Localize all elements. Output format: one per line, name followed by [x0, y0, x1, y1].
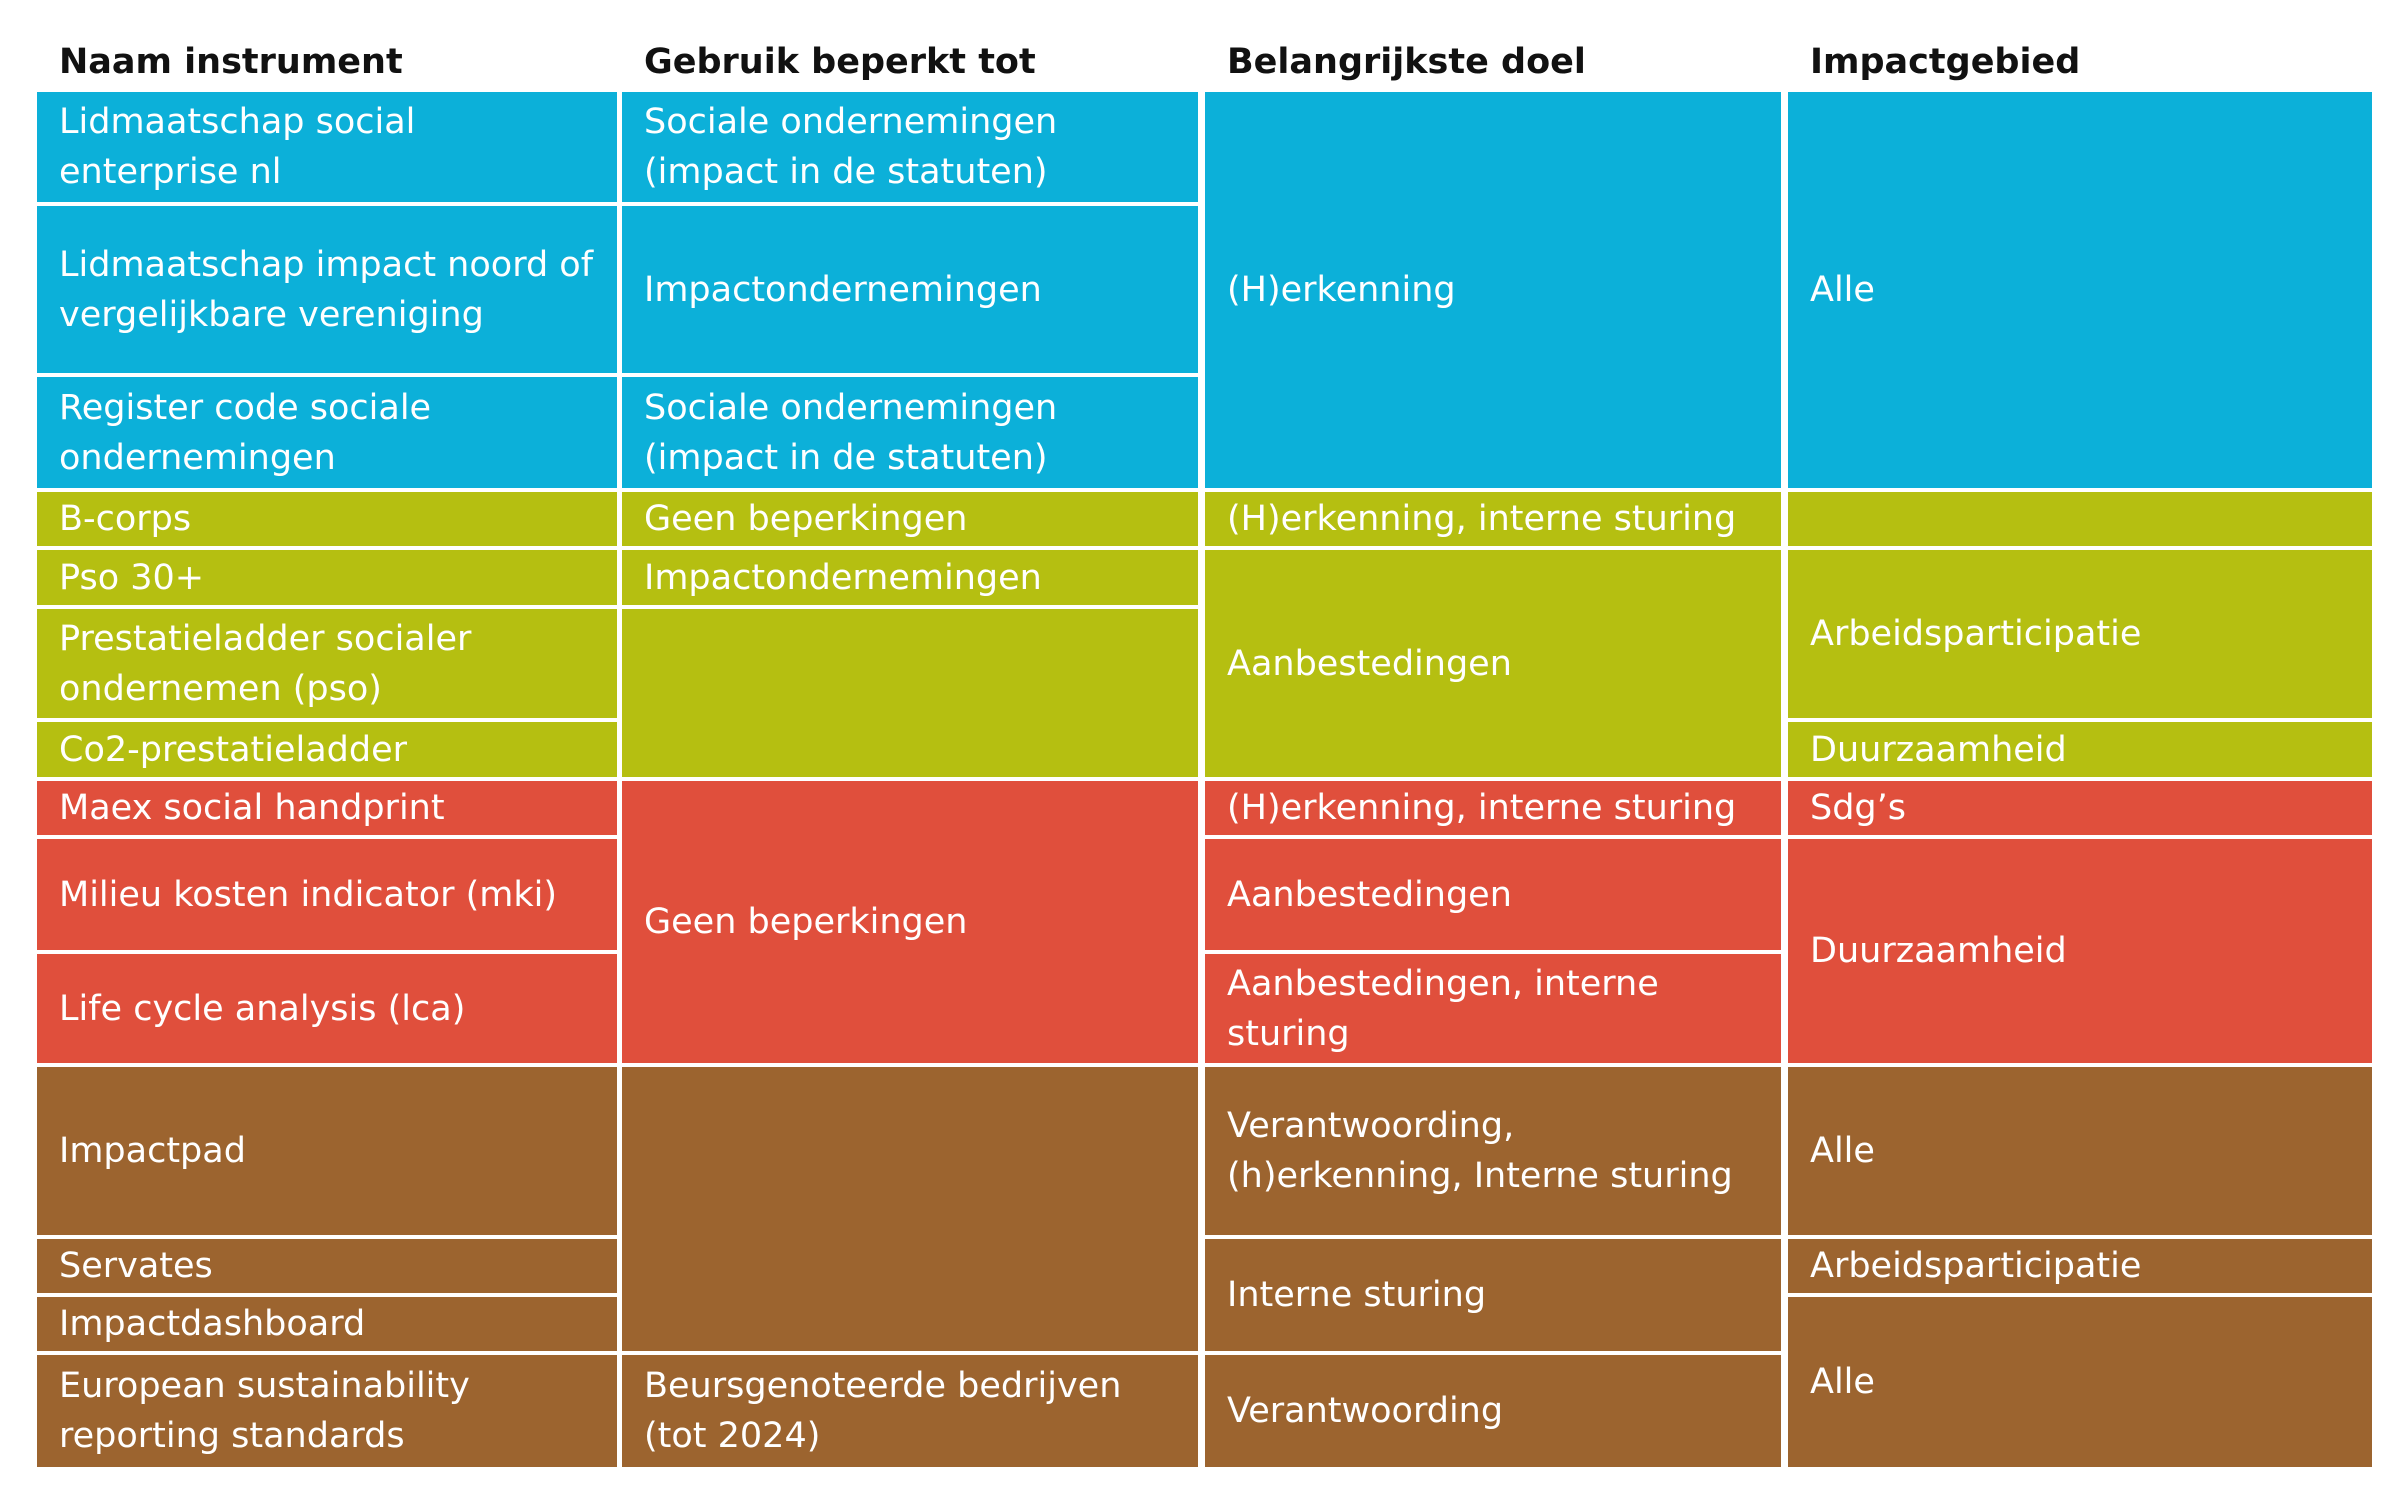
header-naam-instrument: Naam instrument	[59, 42, 403, 82]
cell-text: Life cycle analysis (lca)	[59, 988, 466, 1029]
cell-doel: Verantwoording	[1205, 1355, 1781, 1467]
cell-doel: Interne sturing	[1205, 1239, 1781, 1351]
cell-doel: Aanbestedingen	[1205, 839, 1781, 950]
cell-text: Lidmaatschap impact noord of vergelijkba…	[59, 244, 594, 335]
cell-naam: Impactdashboard	[37, 1297, 617, 1351]
cell-gebruik: Beursgenoteerde bedrijven (tot 2024)	[622, 1355, 1198, 1467]
cell-text: Duurzaamheid	[1810, 931, 2067, 971]
cell-naam: Lidmaatschap impact noord of vergelijkba…	[37, 206, 617, 373]
cell-text: (H)erkenning	[1227, 270, 1456, 310]
cell-gebruik	[622, 1067, 1198, 1351]
header-belangrijkste-doel: Belangrijkste doel	[1227, 42, 1586, 82]
header-gebruik-beperkt-tot: Gebruik beperkt tot	[644, 42, 1036, 82]
cell-text: Milieu kosten indicator (mki)	[59, 874, 558, 915]
cell-doel: (H)erkenning, interne sturing	[1205, 492, 1781, 546]
cell-impact: Alle	[1788, 92, 2372, 488]
cell-naam: Prestatieladder socialer ondernemen (pso…	[37, 609, 617, 718]
cell-gebruik: Sociale ondernemingen (impact in de stat…	[622, 377, 1198, 488]
cell-text: Aanbestedingen	[1227, 643, 1512, 684]
cell-text: Sociale ondernemingen (impact in de stat…	[644, 387, 1058, 478]
cell-text: Co2-prestatieladder	[59, 729, 408, 770]
cell-gebruik: Geen beperkingen	[622, 492, 1198, 546]
cell-gebruik: Sociale ondernemingen (impact in de stat…	[622, 92, 1198, 202]
cell-naam: Impactpad	[37, 1067, 617, 1235]
cell-text: Sdg’s	[1810, 788, 1907, 828]
cell-text: Aanbestedingen, interne sturing	[1227, 963, 1659, 1054]
cell-gebruik	[622, 609, 1198, 777]
cell-text: Geen beperkingen	[644, 902, 968, 942]
cell-text: Arbeidsparticipatie	[1810, 1246, 2142, 1286]
cell-text: (H)erkenning, interne sturing	[1227, 499, 1737, 539]
cell-naam: Pso 30+	[37, 550, 617, 605]
cell-text: B-corps	[59, 499, 192, 539]
cell-text: European sustainability reporting standa…	[59, 1366, 470, 1456]
cell-impact	[1788, 492, 2372, 546]
cell-text: Verantwoording, (h)erkenning, Interne st…	[1227, 1106, 1733, 1196]
cell-text: Arbeidsparticipatie	[1810, 614, 2142, 654]
cell-naam: Maex social handprint	[37, 781, 617, 835]
cell-text: (H)erkenning, interne sturing	[1227, 788, 1737, 828]
cell-impact: Arbeidsparticipatie	[1788, 550, 2372, 718]
cell-naam: Servates	[37, 1239, 617, 1293]
cell-gebruik: Impactondernemingen	[622, 550, 1198, 605]
cell-text: Alle	[1810, 1362, 1875, 1402]
cell-naam: Co2-prestatieladder	[37, 722, 617, 777]
cell-text: Pso 30+	[59, 557, 205, 598]
cell-text: Alle	[1810, 1131, 1875, 1171]
cell-naam: B-corps	[37, 492, 617, 546]
cell-text: Beursgenoteerde bedrijven (tot 2024)	[644, 1366, 1122, 1456]
cell-impact: Alle	[1788, 1297, 2372, 1467]
cell-impact: Arbeidsparticipatie	[1788, 1239, 2372, 1293]
cell-text: Register code sociale ondernemingen	[59, 387, 432, 478]
cell-text: Alle	[1810, 270, 1875, 310]
cell-naam: Lidmaatschap social enterprise nl	[37, 92, 617, 202]
cell-impact: Sdg’s	[1788, 781, 2372, 835]
cell-gebruik: Impactondernemingen	[622, 206, 1198, 373]
cell-impact: Duurzaamheid	[1788, 839, 2372, 1063]
cell-text: Interne sturing	[1227, 1275, 1487, 1315]
cell-doel: Verantwoording, (h)erkenning, Interne st…	[1205, 1067, 1781, 1235]
cell-text: Impactondernemingen	[644, 269, 1042, 310]
cell-impact: Alle	[1788, 1067, 2372, 1235]
cell-text: Sociale ondernemingen (impact in de stat…	[644, 102, 1058, 192]
cell-doel: (H)erkenning	[1205, 92, 1781, 488]
cell-doel: (H)erkenning, interne sturing	[1205, 781, 1781, 835]
cell-text: Aanbestedingen	[1227, 874, 1512, 915]
cell-naam: Milieu kosten indicator (mki)	[37, 839, 617, 950]
cell-impact: Duurzaamheid	[1788, 722, 2372, 777]
cell-text: Prestatieladder socialer ondernemen (pso…	[59, 618, 472, 709]
cell-text: Impactpad	[59, 1131, 246, 1171]
cell-text: Geen beperkingen	[644, 499, 968, 539]
cell-text: Servates	[59, 1246, 213, 1286]
cell-text: Maex social handprint	[59, 788, 445, 828]
cell-naam: European sustainability reporting standa…	[37, 1355, 617, 1467]
cell-text: Duurzaamheid	[1810, 729, 2067, 770]
cell-text: Lidmaatschap social enterprise nl	[59, 102, 416, 192]
cell-doel: Aanbestedingen, interne sturing	[1205, 954, 1781, 1063]
cell-naam: Register code sociale ondernemingen	[37, 377, 617, 488]
cell-gebruik: Geen beperkingen	[622, 781, 1198, 1063]
cell-text: Verantwoording	[1227, 1391, 1504, 1431]
cell-doel: Aanbestedingen	[1205, 550, 1781, 777]
cell-text: Impactondernemingen	[644, 557, 1042, 598]
header-impactgebied: Impactgebied	[1810, 42, 2081, 82]
cell-naam: Life cycle analysis (lca)	[37, 954, 617, 1063]
cell-text: Impactdashboard	[59, 1304, 366, 1344]
